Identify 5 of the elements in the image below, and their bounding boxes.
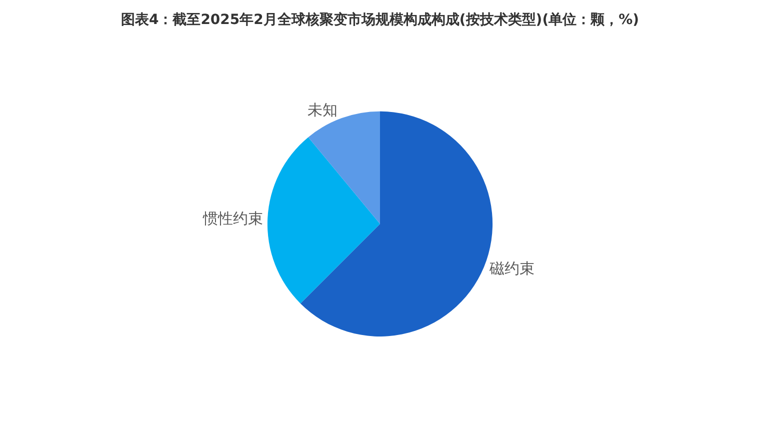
slice-label: 未知 [307,101,338,120]
slice-label: 磁约束 [488,259,534,278]
chart-title: 图表4：截至2025年2月全球核聚变市场规模构成构成(按技术类型)(单位：颗，%) [120,11,640,28]
slice-label: 惯性约束 [202,210,264,228]
pie-slice [267,137,380,304]
